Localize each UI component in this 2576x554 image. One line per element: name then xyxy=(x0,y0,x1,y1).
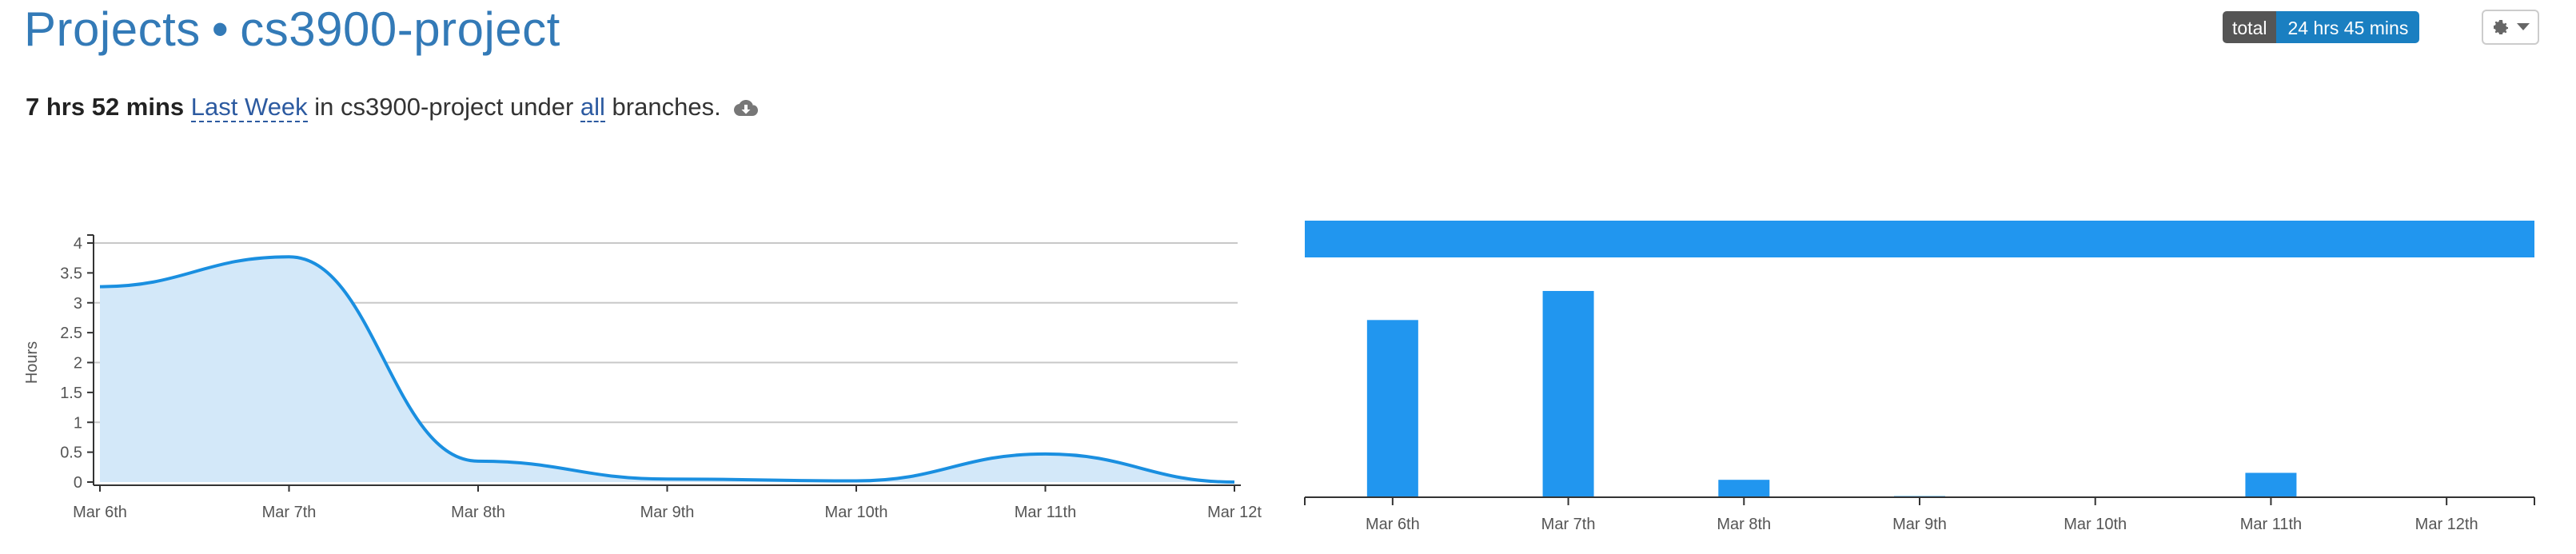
gear-icon xyxy=(2494,20,2508,34)
y-tick-label: 3.5 xyxy=(60,265,82,282)
area-fill xyxy=(100,257,1234,482)
x-tick-label: Mar 7th xyxy=(262,504,317,521)
settings-dropdown-button[interactable] xyxy=(2482,10,2539,45)
breadcrumb-separator: • xyxy=(211,2,229,56)
y-axis-label: Hours xyxy=(23,341,41,384)
breadcrumb-projects[interactable]: Projects xyxy=(24,2,201,56)
caret-down-icon xyxy=(2517,23,2530,30)
x-tick-label: Mar 8th xyxy=(1717,516,1771,533)
breadcrumb-project-name[interactable]: cs3900-project xyxy=(240,2,560,56)
x-tick-label: Mar 7th xyxy=(1541,516,1596,533)
bar xyxy=(2245,472,2297,497)
page-title: Projects • cs3900-project xyxy=(24,2,560,57)
summary-line: 7 hrs 52 mins Last Week in cs3900-projec… xyxy=(26,93,759,123)
x-tick-label: Mar 6th xyxy=(1366,516,1420,533)
x-tick-label: Mar 9th xyxy=(1892,516,1947,533)
y-tick-label: 0 xyxy=(74,474,82,492)
y-tick-label: 2 xyxy=(74,355,82,373)
x-tick-label: Mar 11th xyxy=(1015,504,1076,521)
bar xyxy=(1542,290,1594,497)
x-tick-label: Mar 12th xyxy=(2415,516,2478,533)
x-tick-label: Mar 12t xyxy=(1207,504,1262,521)
total-bar xyxy=(1305,221,2534,257)
y-tick-label: 1 xyxy=(74,414,82,432)
y-tick-label: 4 xyxy=(74,235,82,253)
summary-in-text: in cs3900-project under xyxy=(314,93,574,121)
x-tick-label: Mar 8th xyxy=(451,504,505,521)
bar xyxy=(1718,480,1770,497)
x-tick-label: Mar 6th xyxy=(73,504,127,521)
bar xyxy=(1366,320,1418,497)
total-badge-label: total xyxy=(2223,11,2277,43)
x-tick-label: Mar 9th xyxy=(640,504,695,521)
x-tick-label: Mar 10th xyxy=(2064,516,2127,533)
total-time-badge: total 24 hrs 45 mins xyxy=(2223,11,2420,43)
y-tick-label: 3 xyxy=(74,295,82,313)
y-tick-label: 0.5 xyxy=(60,444,82,462)
y-tick-label: 2.5 xyxy=(60,325,82,342)
date-range-link[interactable]: Last Week xyxy=(190,93,308,122)
y-tick-label: 1.5 xyxy=(60,385,82,402)
summary-suffix: branches. xyxy=(612,93,721,121)
daily-hours-line-chart: 0 0.5 1 1.5 2 2.5 3 3.5 4 Hours Mar 6th Mar 7th Mar … xyxy=(23,234,1262,521)
summary-duration: 7 hrs 52 mins xyxy=(26,93,185,121)
cloud-download-icon[interactable] xyxy=(734,94,759,123)
branches-link[interactable]: all xyxy=(580,93,605,122)
daily-hours-bar-chart: Mar 6th Mar 7th Mar 8th Mar 9th Mar 10th Mar … xyxy=(1304,221,2535,533)
x-tick-label: Mar 11th xyxy=(2240,516,2302,533)
total-badge-value: 24 hrs 45 mins xyxy=(2276,11,2420,43)
x-tick-label: Mar 10th xyxy=(825,504,888,521)
